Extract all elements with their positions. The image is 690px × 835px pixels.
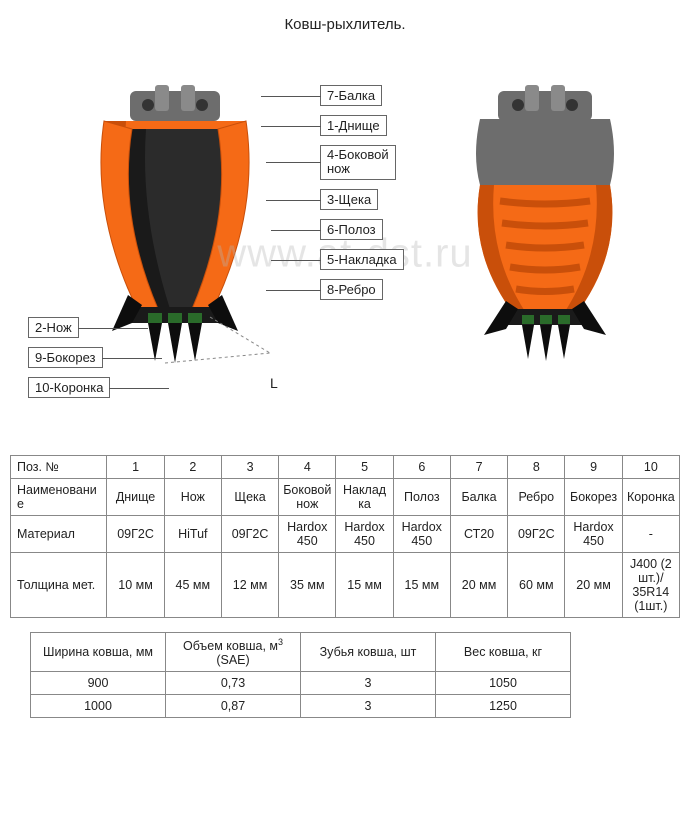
parts-cell: 3 [221,456,278,479]
parts-cell: СТ20 [450,516,507,553]
spec-table: Ширина ковша, ммОбъем ковша, м3 (SAE)Зуб… [30,632,571,718]
callout-1: 1-Днище [320,115,387,136]
spec-cell: 1250 [436,695,571,718]
parts-cell: 20 мм [450,553,507,618]
parts-cell: 45 мм [164,553,221,618]
spec-header: Вес ковша, кг [436,633,571,672]
spec-cell: 0,87 [166,695,301,718]
parts-cell: Hardox 450 [393,516,450,553]
parts-cell: 8 [508,456,565,479]
parts-cell: 15 мм [393,553,450,618]
bucket-rear [440,85,650,365]
callout-10: 10-Коронка [28,377,110,398]
spec-header: Ширина ковша, мм [31,633,166,672]
parts-cell: Днище [107,479,164,516]
parts-cell: J400 (2 шт.)/ 35R14 (1шт.) [622,553,679,618]
parts-cell: 35 мм [279,553,336,618]
parts-cell: Накладка [336,479,393,516]
spec-header: Объем ковша, м3 (SAE) [166,633,301,672]
parts-table: Поз. №12345678910 НаименованиеДнищеНожЩек… [10,455,680,618]
parts-cell: Балка [450,479,507,516]
parts-cell: 20 мм [565,553,622,618]
parts-cell: 09Г2С [508,516,565,553]
spec-cell: 1050 [436,672,571,695]
parts-cell: 5 [336,456,393,479]
parts-cell: 1 [107,456,164,479]
parts-cell: 4 [279,456,336,479]
parts-cell: 09Г2С [221,516,278,553]
parts-cell: Ребро [508,479,565,516]
parts-cell: Полоз [393,479,450,516]
parts-row-label: Толщина мет. [11,553,107,618]
callout-3: 3-Щека [320,189,378,210]
page-title: Ковш-рыхлитель. [10,16,680,33]
callout-9: 9-Бокорез [28,347,103,368]
parts-cell: 10 [622,456,679,479]
parts-cell: Бокорез [565,479,622,516]
dimension-l: L [270,375,278,391]
parts-cell: Коронка [622,479,679,516]
parts-cell: 60 мм [508,553,565,618]
parts-cell: - [622,516,679,553]
parts-cell: 7 [450,456,507,479]
parts-row-label: Материал [11,516,107,553]
parts-cell: 12 мм [221,553,278,618]
parts-cell: Боковой нож [279,479,336,516]
spec-cell: 1000 [31,695,166,718]
parts-cell: 15 мм [336,553,393,618]
parts-cell: Hardox 450 [336,516,393,553]
parts-row-label: Наименование [11,479,107,516]
spec-cell: 3 [301,672,436,695]
parts-cell: 10 мм [107,553,164,618]
callout-8: 8-Ребро [320,279,383,300]
diagram: 7-Балка 1-Днище 4-Боковой нож 3-Щека 6-П… [10,45,680,425]
spec-cell: 3 [301,695,436,718]
callout-7: 7-Балка [320,85,382,106]
spec-header: Зубья ковша, шт [301,633,436,672]
parts-cell: 9 [565,456,622,479]
spec-cell: 0,73 [166,672,301,695]
parts-cell: 09Г2С [107,516,164,553]
parts-cell: Hardox 450 [279,516,336,553]
bucket-front [70,85,280,365]
callout-4: 4-Боковой нож [320,145,396,180]
parts-cell: HiTuf [164,516,221,553]
parts-cell: 6 [393,456,450,479]
parts-cell: Щека [221,479,278,516]
callout-6: 6-Полоз [320,219,383,240]
spec-cell: 900 [31,672,166,695]
parts-cell: 2 [164,456,221,479]
callout-2: 2-Нож [28,317,79,338]
callout-5: 5-Накладка [320,249,404,270]
parts-row-label: Поз. № [11,456,107,479]
parts-cell: Hardox 450 [565,516,622,553]
parts-cell: Нож [164,479,221,516]
